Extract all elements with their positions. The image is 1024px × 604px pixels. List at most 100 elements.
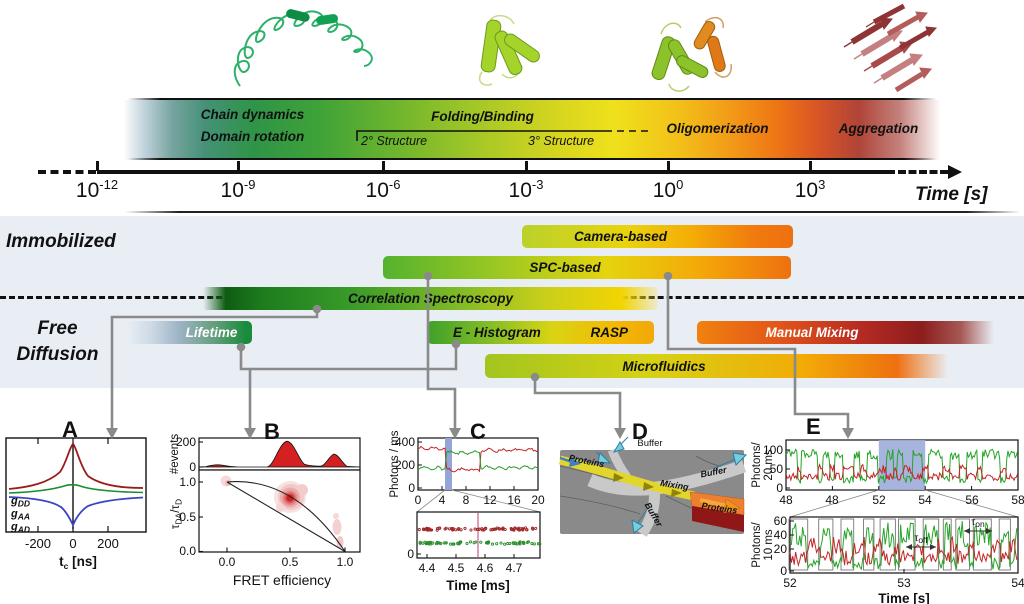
panel-b-xtick: 1.0 — [337, 555, 354, 569]
panel-e-ylabel-top: Photons/20 ms — [751, 442, 775, 488]
time-axis-arrowhead — [948, 165, 962, 179]
curve-gaa — [8, 442, 144, 490]
protein-inlet-arrows — [559, 456, 581, 467]
legend-gaa: gAA — [10, 508, 30, 522]
donor-trace-10ms — [789, 521, 1018, 571]
label-folding-binding: Folding/Binding — [431, 109, 534, 124]
outlet-channel-front — [692, 506, 744, 532]
legend-gdd: gDD — [10, 495, 30, 509]
time-axis-line — [97, 170, 895, 174]
donor-trace — [417, 449, 539, 471]
panel-c-xtick-bottom: 4.4 — [419, 561, 436, 575]
panel-c-letter: C — [470, 419, 486, 444]
state-interval-boxes — [788, 518, 1011, 571]
panel-e-letter: E — [806, 414, 821, 439]
time-axis-label: Time [s] — [915, 184, 988, 205]
acceptor-trace-10ms — [789, 535, 1018, 568]
tau-off-annotation: τoff — [906, 533, 936, 550]
panel-e-xlabel: Time [s] — [878, 591, 930, 604]
svg-text:τon: τon — [971, 517, 985, 529]
panel-c-xtick-bottom: 4.5 — [448, 561, 465, 575]
panel-e-ytick: 0 — [776, 481, 783, 495]
panel-e-trace-plot: 100 50 0 48 48 52 54 56 58 Photons/20 ms… — [751, 439, 1024, 604]
panel-c-xtick-bottom: 4.7 — [506, 561, 523, 575]
panel-c-xtick: 0 — [415, 493, 422, 507]
panel-e-ylabel-bottom: Photons/10 ms — [751, 522, 775, 568]
label-mixing: Mixing — [660, 478, 690, 492]
axis-tick — [236, 161, 240, 171]
panel-b-ytick: 0.5 — [179, 510, 196, 524]
legend-gad: gAD — [10, 521, 30, 535]
panel-a-letter: A — [62, 417, 78, 442]
axis-tick — [666, 161, 670, 171]
axis-tick — [808, 161, 812, 171]
panel-c-xtick: 4 — [439, 493, 446, 507]
label-chain-dynamics: Chain dynamics — [200, 107, 305, 122]
panel-c-ytick-bottom: 0 — [407, 547, 414, 561]
panel-c-ytick: 400 — [395, 435, 415, 449]
donor-trace-20ms — [785, 448, 1019, 485]
panel-a-xlabel: tc [ns] — [59, 554, 97, 571]
panel-b-letter: B — [264, 419, 280, 444]
label-secondary-structure: 2° Structure — [361, 134, 428, 148]
protein-channel — [559, 455, 695, 501]
bar-manual-mixing: Manual Mixing — [697, 321, 997, 344]
disordered-chain-icon — [233, 9, 373, 87]
curve-gdd — [8, 484, 144, 494]
axis-tick-label: 103 — [794, 177, 826, 202]
curve-gad — [8, 496, 144, 528]
axis-tick-label: 10-6 — [365, 177, 401, 202]
folded-protein-icon — [478, 14, 540, 86]
panel-c-ytick: 0 — [408, 481, 415, 495]
panel-c-xtick: 12 — [483, 493, 497, 507]
panel-e-xtick: 56 — [965, 493, 979, 507]
panel-b-ytick: 0.0 — [179, 544, 196, 558]
process-bar-top-edge — [128, 98, 936, 100]
panel-b-ytick: 1.0 — [179, 475, 196, 489]
panel-e-xtick: 54 — [918, 493, 932, 507]
acceptor-trace-20ms — [785, 462, 1019, 482]
panel-e-xtick-bottom: 54 — [1011, 576, 1024, 590]
panel-e-xtick: 52 — [872, 493, 886, 507]
panel-c-xtick: 20 — [531, 493, 545, 507]
axis-underline — [125, 211, 1020, 213]
label-proteins-out: Proteins — [701, 501, 738, 516]
bar-camera-based: Camera-based — [522, 225, 793, 248]
panel-a-xtick: 0 — [69, 536, 76, 551]
svg-text:τoff: τoff — [914, 533, 928, 545]
panel-c-xtick: 16 — [507, 493, 521, 507]
dynamic-fret-line — [226, 481, 346, 552]
fret-histogram — [198, 440, 361, 468]
panel-e-ytick: 50 — [770, 462, 784, 476]
axis-tick-label: 10-9 — [220, 177, 256, 202]
label-tertiary-structure: 3° Structure — [528, 134, 595, 148]
panel-d-letter: D — [632, 419, 648, 444]
panel-e-ytick: 0 — [780, 564, 787, 578]
label-domain-rotation: Domain rotation — [200, 129, 305, 144]
bar-spc-based: SPC-based — [383, 256, 791, 279]
axis-tick — [524, 161, 528, 171]
axis-tick — [95, 161, 99, 171]
axis-tick-label: 10-12 — [75, 177, 119, 202]
panel-a-xtick: 200 — [97, 536, 119, 551]
panel-b-ylabel-top: #events — [169, 434, 181, 475]
oligomer-icon — [651, 17, 732, 92]
panel-b-ytick: 200 — [176, 435, 196, 449]
panel-b-xtick: 0.5 — [282, 555, 299, 569]
axis-tick-label: 10-3 — [508, 177, 544, 202]
bar-correlation-spectroscopy: Correlation Spectroscopy — [203, 287, 658, 310]
bar-e-histogram-rasp: E - Histogram RASP — [427, 321, 654, 344]
contour-blob-donor-only — [220, 475, 232, 487]
panel-a-xtick: -200 — [25, 536, 51, 551]
panel-e-ytick: 60 — [774, 514, 788, 528]
contour-blob-acceptor — [332, 513, 344, 548]
label-buffer-top: Buffer — [637, 438, 662, 449]
panel-c-ytick: 200 — [395, 458, 415, 472]
acceptor-photon-dots — [417, 526, 538, 532]
panel-e-xtick-bottom: 53 — [897, 576, 911, 590]
tau-on-annotation: τon — [964, 517, 992, 534]
panel-b-fret-plot: 200 0 1.0 0.5 0.0 #events τDA/τD 0.0 0.5… — [169, 434, 361, 588]
section-free: Free — [37, 318, 78, 339]
panel-e-xtick-bottom: 52 — [783, 576, 797, 590]
label-oligomerization: Oligomerization — [666, 121, 769, 136]
